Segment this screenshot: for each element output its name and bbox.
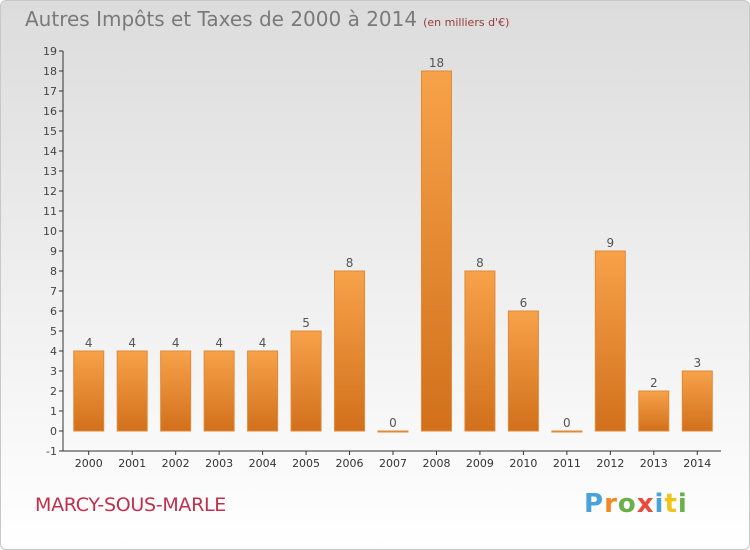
data-label: 4 — [259, 336, 267, 350]
data-label: 9 — [607, 236, 615, 250]
data-label: 8 — [476, 256, 484, 270]
x-tick-label: 2000 — [75, 457, 103, 470]
bar — [594, 250, 626, 432]
x-tick-label: 2012 — [596, 457, 624, 470]
y-tick-label: 18 — [43, 65, 57, 78]
logo-letter: i — [677, 489, 688, 519]
y-tick-label: 9 — [50, 245, 57, 258]
bar — [290, 330, 322, 432]
y-tick-label: 3 — [50, 365, 57, 378]
x-tick-label: 2014 — [683, 457, 711, 470]
chart-subtitle: (en milliers d'€) — [423, 16, 510, 29]
y-tick-label: 10 — [43, 225, 57, 238]
bar — [160, 350, 192, 432]
data-label: 4 — [85, 336, 93, 350]
x-tick-label: 2011 — [553, 457, 581, 470]
y-tick-label: 14 — [43, 145, 57, 158]
bar — [464, 270, 496, 432]
x-tick-label: 2006 — [336, 457, 364, 470]
chart-title: Autres Impôts et Taxes de 2000 à 2014 (en… — [25, 7, 509, 31]
y-tick-label: 2 — [50, 385, 57, 398]
y-tick-label: 13 — [43, 165, 57, 178]
x-tick-label: 2008 — [422, 457, 450, 470]
bar — [334, 270, 366, 432]
data-label: 5 — [302, 316, 310, 330]
x-tick-label: 2009 — [466, 457, 494, 470]
x-tick-label: 2013 — [640, 457, 668, 470]
data-label: 4 — [128, 336, 136, 350]
logo-letter: o — [617, 489, 637, 519]
y-tick-label: 16 — [43, 105, 57, 118]
y-tick-label: 19 — [43, 45, 57, 58]
y-tick-label: 15 — [43, 125, 57, 138]
x-tick-label: 2003 — [205, 457, 233, 470]
y-tick-label: 6 — [50, 305, 57, 318]
bars: 4 4 4 4 4 5 8 0 18 8 6 0 9 2 3 — [73, 56, 713, 433]
data-label: 0 — [563, 416, 571, 430]
logo-letter: P — [584, 489, 605, 519]
x-tick-label: 2005 — [292, 457, 320, 470]
bar — [203, 350, 235, 432]
y-tick-label: 1 — [50, 405, 57, 418]
y-tick-label: 8 — [50, 265, 57, 278]
logo-letter: i — [654, 489, 665, 519]
x-tick-label: 2010 — [509, 457, 537, 470]
data-label: 3 — [693, 356, 701, 370]
x-tick-label: 2004 — [249, 457, 277, 470]
bar — [507, 310, 539, 432]
bar — [377, 430, 409, 433]
data-label: 18 — [429, 56, 444, 70]
x-tick-label: 2001 — [118, 457, 146, 470]
bar — [420, 70, 452, 432]
bar — [681, 370, 713, 432]
data-label: 2 — [650, 376, 658, 390]
y-tick-label: 11 — [43, 205, 57, 218]
bar — [247, 350, 279, 432]
bar — [116, 350, 148, 432]
data-label: 4 — [215, 336, 223, 350]
y-tick-label: 5 — [50, 325, 57, 338]
y-tick-label: 17 — [43, 85, 57, 98]
data-label: 8 — [346, 256, 354, 270]
y-tick-label: -1 — [46, 445, 57, 458]
chart-title-text: Autres Impôts et Taxes de 2000 à 2014 — [25, 7, 418, 31]
logo-letter: x — [636, 489, 655, 519]
bar — [551, 430, 583, 433]
logo-letter: t — [664, 489, 678, 519]
data-label: 4 — [172, 336, 180, 350]
proxiti-logo: Proxiti — [584, 489, 688, 519]
y-tick-label: 12 — [43, 185, 57, 198]
y-tick-label: 4 — [50, 345, 57, 358]
bar — [638, 390, 670, 432]
data-label: 0 — [389, 416, 397, 430]
y-tick-label: 0 — [50, 425, 57, 438]
x-tick-label: 2002 — [162, 457, 190, 470]
logo-letter: r — [604, 489, 618, 519]
bar — [73, 350, 105, 432]
place-name: MARCY-SOUS-MARLE — [35, 494, 227, 516]
data-label: 6 — [520, 296, 528, 310]
x-tick-label: 2007 — [379, 457, 407, 470]
y-tick-label: 7 — [50, 285, 57, 298]
